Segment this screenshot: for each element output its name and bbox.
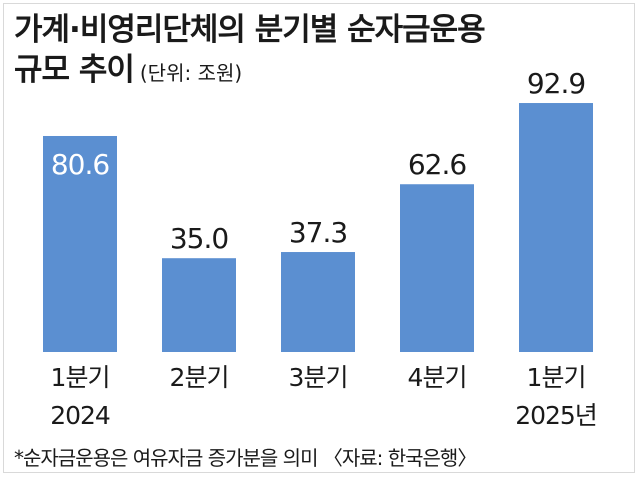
bar-1 [43, 135, 117, 352]
category-label-4-1: 4분기 [408, 363, 467, 392]
bar-2 [162, 258, 236, 352]
bar-4 [400, 184, 474, 352]
title-line-2-text: 규모 추이 [14, 52, 135, 88]
title-line-2: 규모 추이 (단위: 조원) [14, 50, 485, 93]
footnote: *순자금운용은 여유자금 증가분을 의미 〈자료: 한국은행〉 [14, 446, 477, 470]
category-label-2-1: 2분기 [170, 363, 229, 392]
category-label-1-1: 1분기 [51, 363, 110, 392]
value-label-4: 62.6 [408, 148, 467, 181]
bar-5 [519, 103, 593, 352]
category-label-5-1: 1분기 [527, 363, 586, 392]
value-label-1: 80.6 [51, 148, 110, 181]
chart-frame [3, 3, 635, 473]
value-label-5: 92.9 [527, 67, 585, 100]
title-line-1: 가계·비영리단체의 분기별 순자금운용 [14, 12, 486, 48]
value-label-2: 35.0 [170, 222, 228, 255]
category-label-5-2: 2025년 [515, 401, 597, 430]
category-label-3-1: 3분기 [289, 363, 348, 392]
bar-3 [281, 252, 355, 352]
unit-label: (단위: 조원) [139, 61, 243, 85]
value-label-3: 37.3 [289, 216, 347, 249]
category-label-1-2: 2024 [50, 401, 110, 430]
chart-title: 가계·비영리단체의 분기별 순자금운용 규모 추이 (단위: 조원) [14, 10, 486, 93]
